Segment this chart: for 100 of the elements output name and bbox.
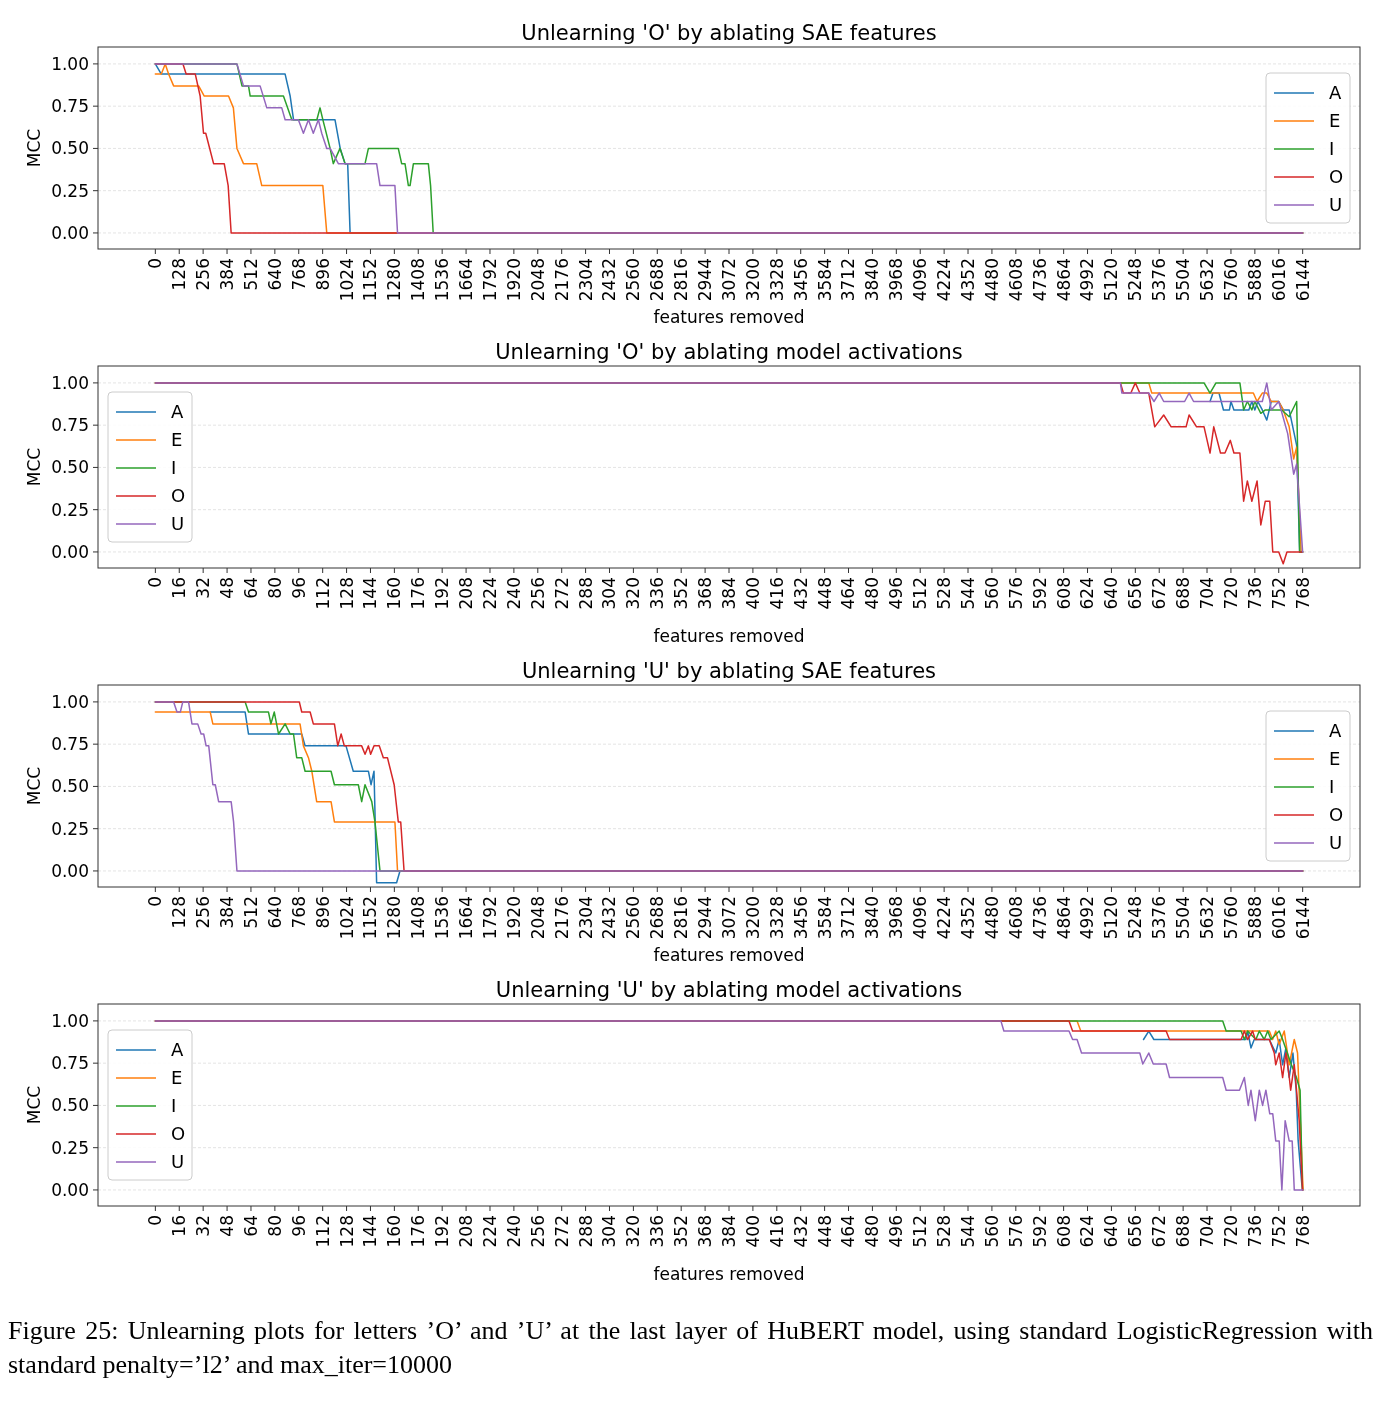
x-tick-label: 656: [1125, 577, 1146, 610]
x-tick-label: 48: [217, 1215, 238, 1237]
y-tick-label: 0.00: [51, 222, 89, 243]
x-tick-label: 480: [862, 577, 883, 610]
x-tick-label: 4736: [1029, 258, 1050, 302]
x-tick-label: 5888: [1244, 896, 1265, 940]
x-tick-label: 240: [503, 1215, 524, 1248]
x-tick-label: 3584: [814, 896, 835, 940]
x-tick-label: 2816: [671, 258, 692, 302]
x-tick-label: 3072: [718, 258, 739, 302]
x-tick-label: 384: [718, 577, 739, 610]
x-tick-label: 1536: [432, 896, 453, 940]
y-tick-label: 0.50: [51, 138, 89, 159]
x-tick-label: 736: [1244, 1215, 1265, 1248]
x-tick-label: 512: [910, 1215, 931, 1248]
x-tick-label: 1792: [479, 258, 500, 302]
x-tick-label: 256: [527, 1215, 548, 1248]
x-tick-label: 2944: [695, 258, 716, 302]
x-tick-label: 96: [288, 1215, 309, 1237]
x-tick-label: 752: [1268, 1215, 1289, 1248]
x-tick-label: 4864: [1053, 896, 1074, 940]
x-tick-label: 640: [264, 896, 285, 929]
y-tick-label: 0.50: [51, 1095, 89, 1116]
x-tick-label: 5632: [1197, 258, 1218, 302]
x-tick-label: 0: [145, 1215, 166, 1226]
y-tick-label: 0.00: [51, 541, 89, 562]
x-tick-label: 80: [264, 1215, 285, 1237]
x-tick-label: 768: [1292, 577, 1313, 610]
x-tick-label: 368: [695, 577, 716, 610]
x-tick-label: 2432: [599, 896, 620, 940]
x-tick-label: 272: [551, 577, 572, 610]
y-tick-label: 0.75: [51, 96, 89, 117]
x-axis-title: features removed: [653, 626, 805, 646]
x-tick-label: 304: [599, 1215, 620, 1248]
x-tick-label: 2304: [575, 258, 596, 302]
chart-title: Unlearning 'U' by ablating SAE features: [521, 659, 937, 683]
x-tick-label: 448: [814, 577, 835, 610]
x-tick-label: 592: [1029, 1215, 1050, 1248]
legend-label: O: [171, 485, 186, 507]
x-tick-label: 416: [766, 577, 787, 610]
y-tick-label: 0.25: [51, 1137, 89, 1158]
x-tick-label: 1408: [408, 896, 429, 940]
x-tick-label: 128: [169, 896, 190, 929]
x-tick-label: 128: [336, 1215, 357, 1248]
x-tick-label: 4352: [957, 896, 978, 940]
chart-title: Unlearning 'U' by ablating model activations: [495, 978, 963, 1002]
x-tick-label: 96: [288, 577, 309, 599]
x-tick-label: 2176: [551, 258, 572, 302]
y-tick-label: 0.75: [51, 734, 89, 755]
x-tick-label: 3968: [886, 896, 907, 940]
x-tick-label: 5376: [1149, 258, 1170, 302]
x-tick-label: 704: [1196, 577, 1217, 610]
x-tick-label: 224: [479, 577, 500, 610]
x-tick-label: 1152: [360, 258, 381, 302]
x-tick-label: 5248: [1125, 258, 1146, 302]
x-tick-label: 4352: [957, 258, 978, 302]
x-tick-label: 160: [384, 577, 405, 610]
x-tick-label: 208: [456, 1215, 477, 1248]
x-tick-label: 400: [742, 577, 763, 610]
x-tick-label: 688: [1173, 577, 1194, 610]
x-tick-label: 6016: [1268, 258, 1289, 302]
x-tick-label: 112: [312, 577, 333, 610]
x-tick-label: 352: [671, 1215, 692, 1248]
legend-label: E: [1329, 110, 1341, 132]
x-tick-label: 5760: [1220, 258, 1241, 302]
x-tick-label: 1664: [456, 896, 477, 940]
x-axis-title: features removed: [653, 307, 805, 327]
x-tick-label: 6144: [1292, 258, 1313, 302]
x-tick-label: 1920: [503, 896, 524, 940]
x-tick-label: 2688: [647, 258, 668, 302]
x-tick-label: 4608: [1005, 896, 1026, 940]
x-tick-label: 672: [1149, 577, 1170, 610]
legend-label: U: [171, 1151, 185, 1173]
x-tick-label: 144: [360, 1215, 381, 1248]
x-tick-label: 5120: [1101, 896, 1122, 940]
legend-label: A: [1329, 720, 1342, 742]
x-tick-label: 384: [718, 1215, 739, 1248]
x-tick-label: 4992: [1077, 258, 1098, 302]
x-tick-label: 320: [623, 1215, 644, 1248]
x-tick-label: 3072: [718, 896, 739, 940]
x-tick-label: 528: [934, 1215, 955, 1248]
x-tick-label: 112: [312, 1215, 333, 1248]
x-axis-title: features removed: [653, 1264, 805, 1284]
x-tick-label: 336: [647, 577, 668, 610]
x-tick-label: 5504: [1173, 258, 1194, 302]
legend-label: E: [1329, 748, 1341, 770]
x-tick-label: 448: [814, 1215, 835, 1248]
y-tick-label: 0.00: [51, 860, 89, 881]
x-tick-label: 3456: [790, 896, 811, 940]
x-tick-label: 1792: [479, 896, 500, 940]
x-tick-label: 720: [1220, 1215, 1241, 1248]
x-tick-label: 336: [647, 1215, 668, 1248]
legend-label: E: [171, 429, 183, 451]
x-tick-label: 6144: [1292, 896, 1313, 940]
chart-title: Unlearning 'O' by ablating model activations: [495, 340, 963, 364]
x-tick-label: 80: [264, 577, 285, 599]
x-tick-label: 1280: [384, 258, 405, 302]
x-tick-label: 560: [981, 1215, 1002, 1248]
x-tick-label: 768: [288, 258, 309, 291]
x-tick-label: 688: [1173, 1215, 1194, 1248]
